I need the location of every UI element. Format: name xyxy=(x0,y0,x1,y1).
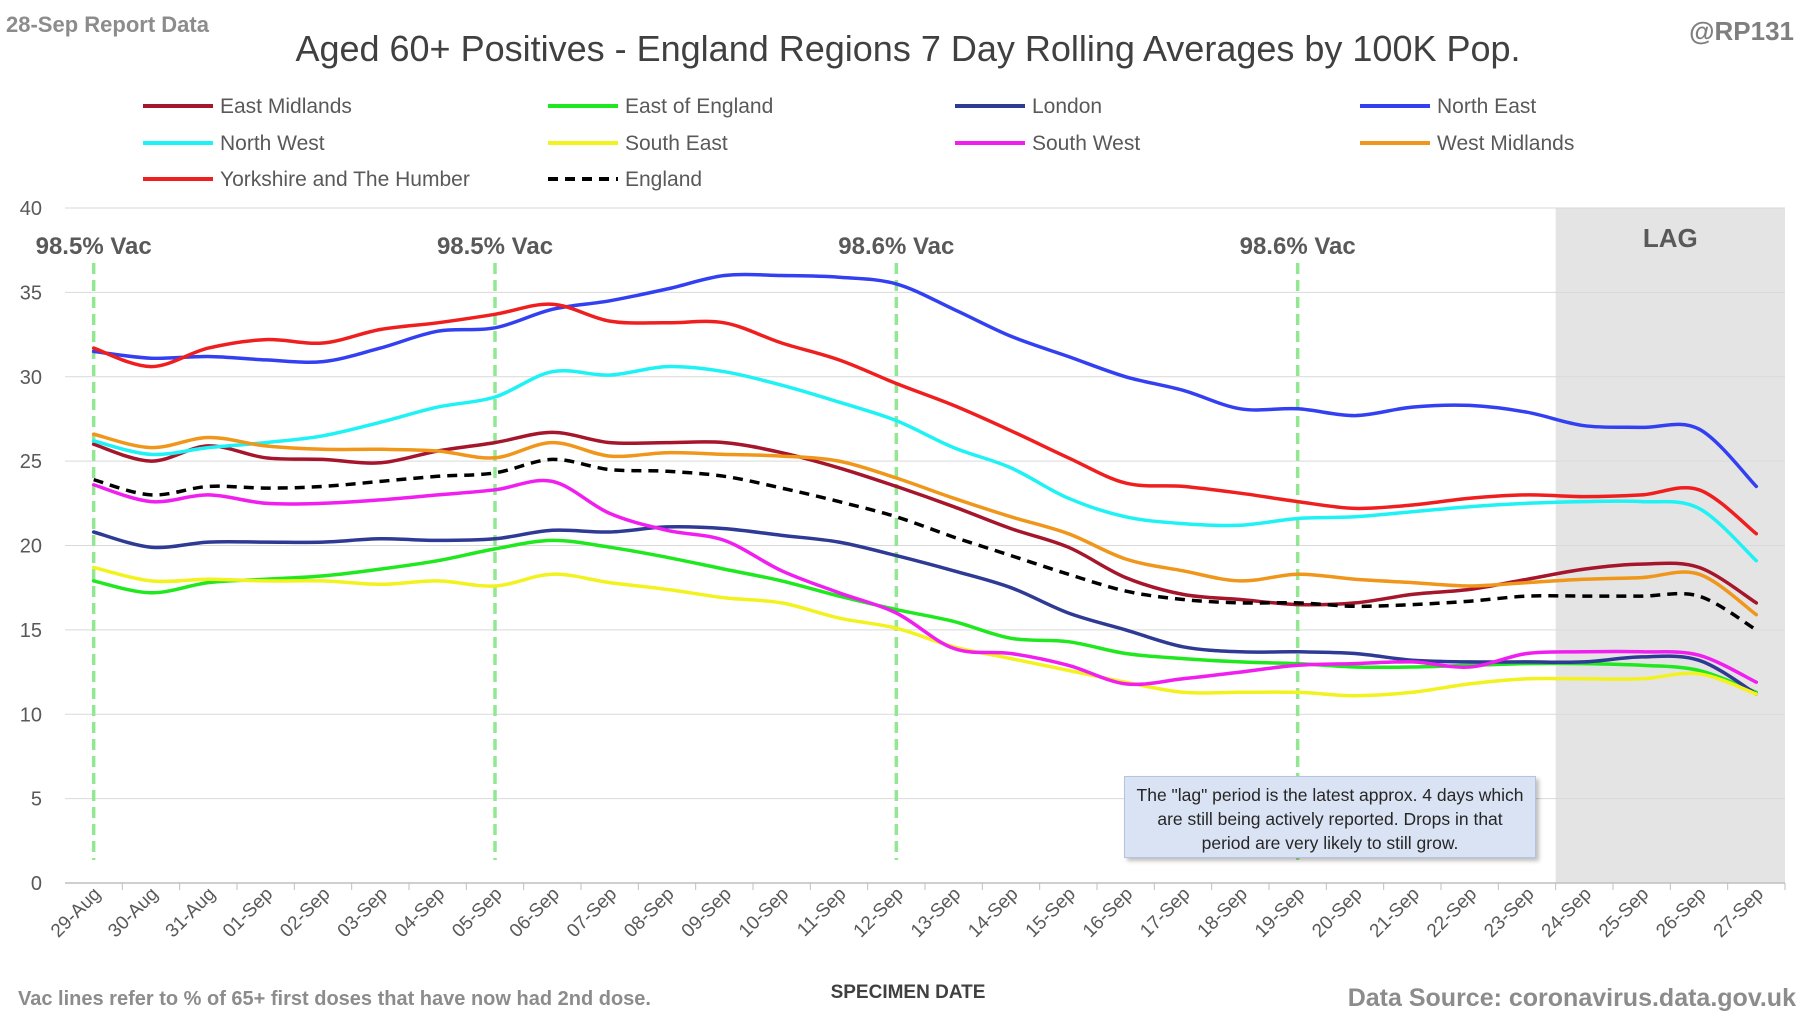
x-tick-label: 22-Sep xyxy=(1423,884,1481,942)
legend-label-east-of-england: East of England xyxy=(625,95,773,118)
series-line-west-midlands xyxy=(91,432,1759,617)
x-tick-label: 12-Sep xyxy=(850,884,908,942)
vac-label: 98.6% Vac xyxy=(838,233,954,260)
series-line-yorkshire-and-the-humber xyxy=(91,302,1759,536)
y-tick-label: 30 xyxy=(20,367,42,389)
x-tick-label: 19-Sep xyxy=(1251,884,1309,942)
series-line-south-east xyxy=(91,565,1759,698)
series-line-north-east xyxy=(91,272,1759,489)
x-tick-label: 02-Sep xyxy=(276,884,334,942)
legend-label-north-west: North West xyxy=(220,132,325,155)
y-tick-label: 10 xyxy=(20,704,42,726)
vac-footnote: Vac lines refer to % of 65+ first doses … xyxy=(18,988,651,1010)
x-tick-label: 26-Sep xyxy=(1652,884,1710,942)
x-axis-label: SPECIMEN DATE xyxy=(830,982,986,1003)
chart-title: Aged 60+ Positives - England Regions 7 D… xyxy=(295,28,1521,69)
report-date-label: 28-Sep Report Data xyxy=(6,12,209,37)
y-tick-label: 40 xyxy=(20,198,42,220)
x-tick-label: 03-Sep xyxy=(334,884,392,942)
y-tick-label: 20 xyxy=(20,536,42,558)
vac-label: 98.6% Vac xyxy=(1240,233,1356,260)
x-tick-label: 25-Sep xyxy=(1595,884,1653,942)
x-tick-label: 05-Sep xyxy=(448,884,506,942)
series-line-south-west xyxy=(91,478,1759,687)
y-tick-label: 35 xyxy=(20,282,42,304)
x-tick-label: 16-Sep xyxy=(1079,884,1137,942)
x-tick-label: 01-Sep xyxy=(219,884,277,942)
x-tick-label: 20-Sep xyxy=(1308,884,1366,942)
x-tick-label: 11-Sep xyxy=(793,884,850,941)
x-tick-label: 08-Sep xyxy=(620,884,678,942)
x-tick-label: 17-Sep xyxy=(1136,884,1194,942)
legend-label-east-midlands: East Midlands xyxy=(220,95,352,118)
y-tick-label: 5 xyxy=(31,789,42,811)
series-line-london xyxy=(91,525,1759,696)
x-tick-label: 30-Aug xyxy=(104,884,162,942)
author-handle: @RP131 xyxy=(1689,16,1794,46)
lag-label: LAG xyxy=(1643,223,1698,253)
x-tick-label: 14-Sep xyxy=(964,884,1022,942)
x-tick-label: 06-Sep xyxy=(506,884,564,942)
series-line-north-west xyxy=(91,364,1759,563)
legend-label-west-midlands: West Midlands xyxy=(1437,132,1574,155)
legend-label-north-east: North East xyxy=(1437,95,1536,118)
x-tick-label: 07-Sep xyxy=(563,884,621,942)
vac-label: 98.5% Vac xyxy=(437,233,553,260)
x-tick-label: 10-Sep xyxy=(735,884,793,942)
x-tick-label: 29-Aug xyxy=(47,884,105,942)
y-tick-label: 15 xyxy=(20,620,42,642)
vac-label: 98.5% Vac xyxy=(36,233,152,260)
series-line-east-midlands xyxy=(91,430,1759,607)
series-line-england xyxy=(93,457,1758,632)
legend-label-england: England xyxy=(625,168,702,191)
legend-label-south-west: South West xyxy=(1032,132,1140,155)
x-tick-label: 23-Sep xyxy=(1480,884,1538,942)
legend-label-london: London xyxy=(1032,95,1102,118)
x-tick-label: 27-Sep xyxy=(1710,884,1768,942)
lag-note: The "lag" period is the latest approx. 4… xyxy=(1124,776,1536,858)
data-source: Data Source: coronavirus.data.gov.uk xyxy=(1347,984,1796,1012)
x-tick-label: 24-Sep xyxy=(1538,884,1596,942)
x-tick-label: 15-Sep xyxy=(1022,884,1080,942)
x-tick-label: 13-Sep xyxy=(907,884,965,942)
x-tick-label: 31-Aug xyxy=(162,884,220,942)
x-tick-label: 18-Sep xyxy=(1194,884,1252,942)
legend-label-south-east: South East xyxy=(625,132,728,155)
x-tick-label: 04-Sep xyxy=(391,884,449,942)
x-tick-label: 21-Sep xyxy=(1366,884,1424,942)
y-tick-label: 0 xyxy=(31,873,42,895)
legend-label-yorkshire-and-the-humber: Yorkshire and The Humber xyxy=(220,168,470,191)
x-tick-label: 09-Sep xyxy=(678,884,736,942)
y-tick-label: 25 xyxy=(20,451,42,473)
